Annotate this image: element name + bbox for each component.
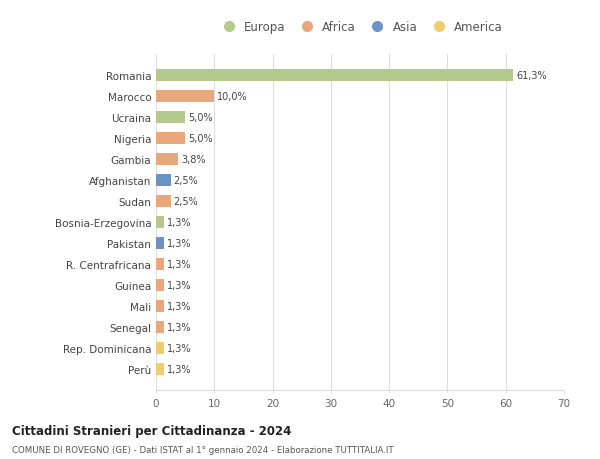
Bar: [156, 217, 164, 229]
Bar: [156, 175, 170, 186]
Text: 2,5%: 2,5%: [173, 176, 198, 186]
Bar: [156, 112, 185, 123]
Text: 1,3%: 1,3%: [166, 343, 191, 353]
Text: 5,0%: 5,0%: [188, 113, 212, 123]
Text: 1,3%: 1,3%: [166, 302, 191, 311]
Bar: [156, 238, 164, 249]
Bar: [156, 91, 214, 103]
Text: 1,3%: 1,3%: [166, 259, 191, 269]
Bar: [156, 342, 164, 354]
Bar: [156, 364, 164, 375]
Legend: Europa, Africa, Asia, America: Europa, Africa, Asia, America: [217, 21, 503, 34]
Text: 1,3%: 1,3%: [166, 364, 191, 374]
Text: 61,3%: 61,3%: [516, 71, 547, 81]
Bar: [156, 301, 164, 312]
Text: 1,3%: 1,3%: [166, 239, 191, 248]
Text: 2,5%: 2,5%: [173, 197, 198, 207]
Text: 1,3%: 1,3%: [166, 218, 191, 228]
Bar: [156, 154, 178, 166]
Text: 5,0%: 5,0%: [188, 134, 212, 144]
Text: 1,3%: 1,3%: [166, 322, 191, 332]
Text: 3,8%: 3,8%: [181, 155, 206, 165]
Bar: [156, 280, 164, 291]
Bar: [156, 322, 164, 333]
Text: 1,3%: 1,3%: [166, 280, 191, 291]
Bar: [156, 259, 164, 270]
Bar: [156, 133, 185, 145]
Text: Cittadini Stranieri per Cittadinanza - 2024: Cittadini Stranieri per Cittadinanza - 2…: [12, 425, 292, 437]
Text: COMUNE DI ROVEGNO (GE) - Dati ISTAT al 1° gennaio 2024 - Elaborazione TUTTITALIA: COMUNE DI ROVEGNO (GE) - Dati ISTAT al 1…: [12, 445, 394, 454]
Bar: [156, 70, 513, 82]
Bar: [156, 196, 170, 207]
Text: 10,0%: 10,0%: [217, 92, 248, 102]
